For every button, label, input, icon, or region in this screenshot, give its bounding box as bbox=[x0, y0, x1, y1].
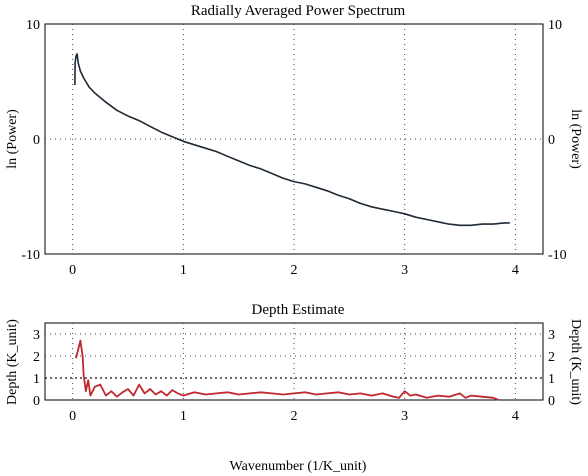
depth-estimate-grid bbox=[45, 323, 543, 400]
power-spectrum-x-tick-label-1: 1 bbox=[180, 263, 187, 278]
depth-estimate-y-tick-label-right-3: 0 bbox=[548, 394, 555, 409]
power-spectrum-y-tick-label-left-2: -10 bbox=[21, 248, 40, 263]
power-spectrum-y-tick-label-left-0: 10 bbox=[26, 18, 40, 33]
power-spectrum-series bbox=[74, 53, 510, 227]
depth-estimate-x-ticks: 0 1 2 3 4 bbox=[69, 409, 519, 424]
depth-estimate-y-tick-label-right-2: 1 bbox=[548, 372, 555, 387]
depth-estimate-x-tick-label-3: 3 bbox=[401, 409, 408, 424]
power-spectrum-y-ticks-right: 10 0 -10 bbox=[548, 18, 567, 263]
power-spectrum-y-ticks-left: 10 0 -10 bbox=[21, 18, 40, 263]
depth-estimate-title: Depth Estimate bbox=[252, 302, 345, 318]
depth-estimate-x-tick-label-1: 1 bbox=[180, 409, 187, 424]
depth-estimate-y-tick-label-left-1: 2 bbox=[33, 350, 40, 365]
power-spectrum-y-axis-label-left: ln (Power) bbox=[5, 109, 20, 169]
power-spectrum-x-tick-label-3: 3 bbox=[401, 263, 408, 278]
power-spectrum-x-tick-label-2: 2 bbox=[291, 263, 298, 278]
power-spectrum-y-tick-label-right-2: -10 bbox=[548, 248, 567, 263]
depth-estimate-series-line-0 bbox=[75, 339, 500, 401]
power-spectrum-y-tick-label-right-1: 0 bbox=[548, 133, 555, 148]
depth-estimate-y-axis-label-left: Depth (K_unit) bbox=[5, 319, 20, 405]
power-spectrum-y-tick-label-left-1: 0 bbox=[33, 133, 40, 148]
depth-estimate-series bbox=[75, 339, 500, 401]
depth-estimate-x-tick-label-0: 0 bbox=[69, 409, 76, 424]
depth-estimate-x-tick-label-2: 2 bbox=[291, 409, 298, 424]
power-spectrum-series-line-0 bbox=[74, 53, 510, 227]
depth-estimate-y-axis-label-right: Depth (K_unit) bbox=[568, 319, 583, 405]
power-spectrum-title: Radially Averaged Power Spectrum bbox=[191, 3, 406, 19]
power-spectrum-y-axis-label-right: ln (Power) bbox=[568, 109, 583, 169]
power-spectrum-x-ticks: 0 1 2 3 4 bbox=[69, 263, 519, 278]
power-spectrum-y-tick-label-right-0: 10 bbox=[548, 18, 562, 33]
depth-estimate-y-tick-label-left-2: 1 bbox=[33, 372, 40, 387]
power-spectrum-x-tick-label-0: 0 bbox=[69, 263, 76, 278]
depth-estimate-x-axis-label: Wavenumber (1/K_unit) bbox=[230, 459, 367, 474]
depth-estimate-chart: Depth Estimate 0 1 2 3 4 3 2 1 0 3 2 1 0 Depth (K_… bbox=[5, 302, 583, 474]
power-spectrum-grid bbox=[45, 24, 543, 254]
depth-estimate-y-tick-label-right-0: 3 bbox=[548, 328, 555, 343]
depth-estimate-y-ticks-right: 3 2 1 0 bbox=[548, 328, 555, 409]
depth-estimate-y-tick-label-left-0: 3 bbox=[33, 328, 40, 343]
depth-estimate-y-tick-label-right-1: 2 bbox=[548, 350, 555, 365]
depth-estimate-x-tick-label-4: 4 bbox=[512, 409, 519, 424]
power-spectrum-chart: Radially Averaged Power Spectrum 0 1 2 3 4 1… bbox=[5, 3, 583, 278]
depth-estimate-y-ticks-left: 3 2 1 0 bbox=[33, 328, 40, 409]
power-spectrum-x-tick-label-4: 4 bbox=[512, 263, 519, 278]
depth-estimate-y-tick-label-left-3: 0 bbox=[33, 394, 40, 409]
